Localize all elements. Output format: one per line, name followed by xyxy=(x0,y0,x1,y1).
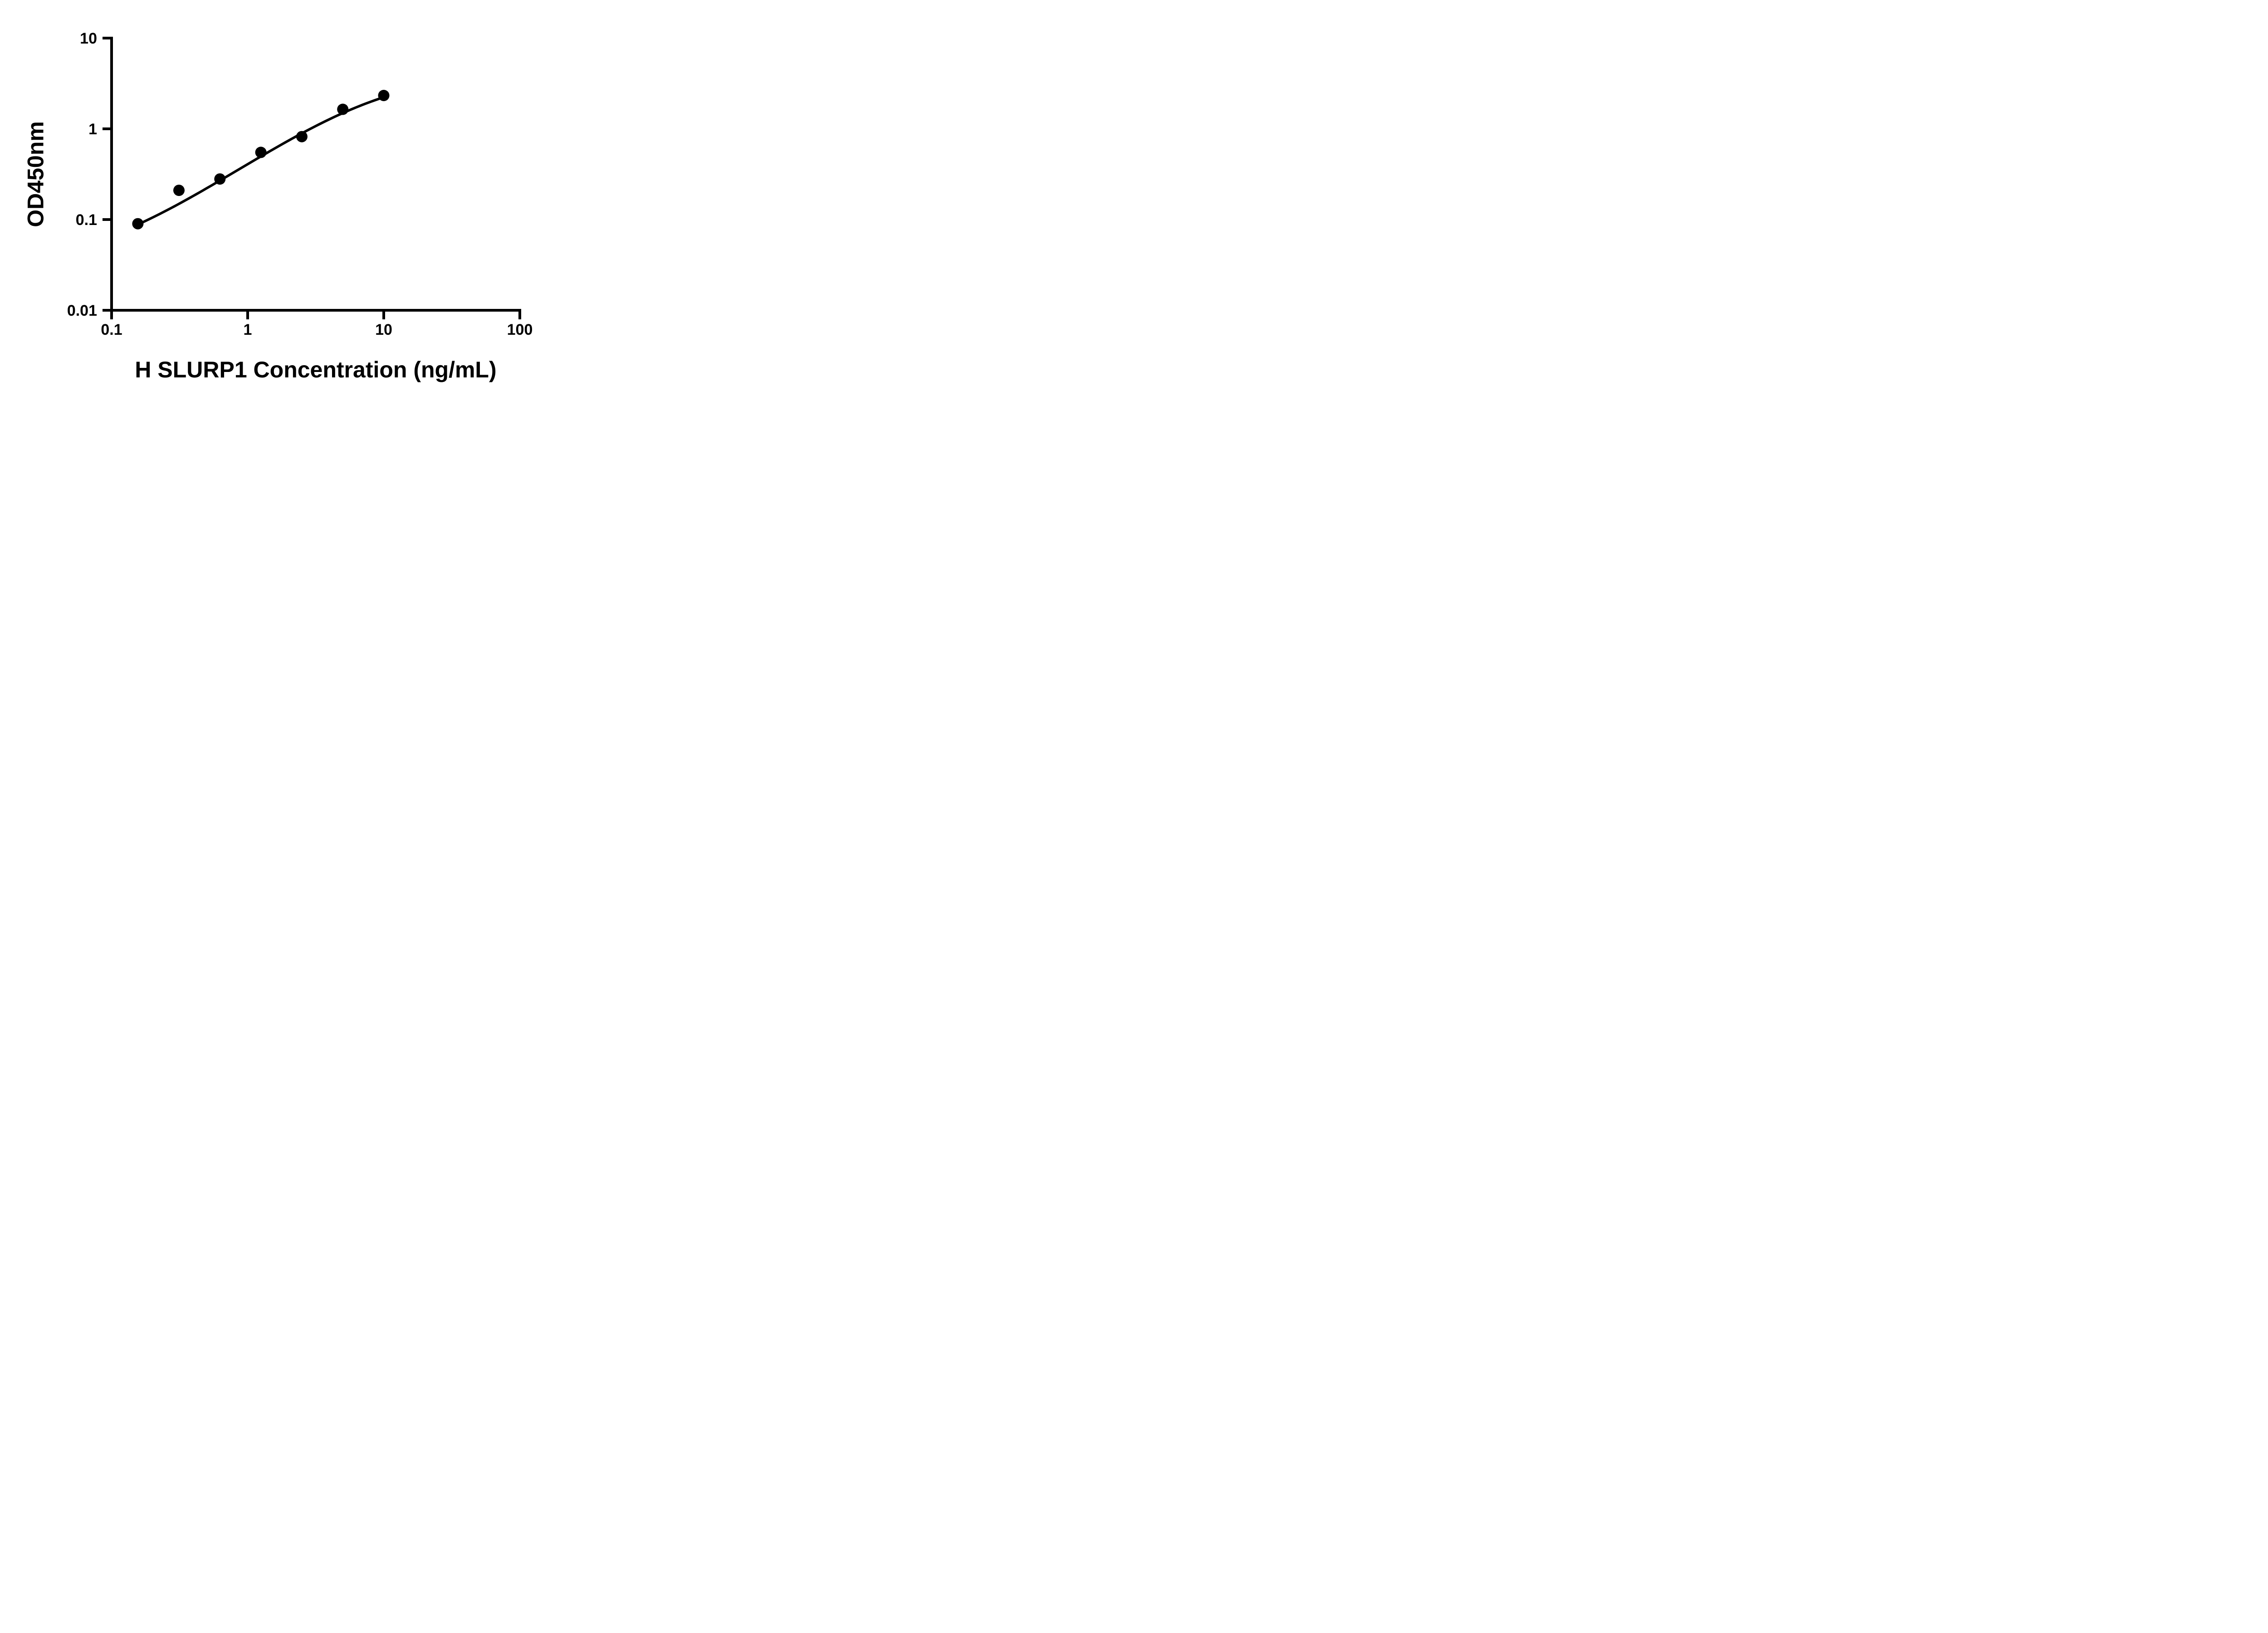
y-tick-label-1: 1 xyxy=(88,121,97,138)
x-axis-title: H SLURP1 Concentration (ng/mL) xyxy=(135,357,496,382)
y-axis-title: OD450nm xyxy=(23,121,49,227)
data-point-10 xyxy=(378,90,390,101)
data-points xyxy=(132,90,390,230)
y-axis-ticks: 10 1 0.1 0.01 xyxy=(67,30,112,319)
data-point-2.5 xyxy=(296,131,308,142)
x-tick-label-1: 1 xyxy=(244,321,252,338)
x-tick-label-100: 100 xyxy=(507,321,533,338)
data-point-0.156 xyxy=(132,218,144,230)
data-point-5 xyxy=(337,103,349,115)
data-point-0.3125 xyxy=(173,185,185,196)
data-point-0.625 xyxy=(214,173,226,185)
x-tick-label-0.1: 0.1 xyxy=(101,321,122,338)
chart-container: 10 1 0.1 0.01 0.1 1 10 100 OD450nm H SLURP1 Co… xyxy=(0,0,582,408)
x-tick-label-10: 10 xyxy=(375,321,392,338)
x-axis-ticks: 0.1 1 10 100 xyxy=(101,310,533,338)
y-tick-label-0.1: 0.1 xyxy=(76,211,97,229)
fit-curve-line xyxy=(137,96,385,226)
y-tick-label-0.01: 0.01 xyxy=(67,302,97,319)
data-point-1.25 xyxy=(255,147,267,158)
y-tick-label-10: 10 xyxy=(80,30,97,47)
